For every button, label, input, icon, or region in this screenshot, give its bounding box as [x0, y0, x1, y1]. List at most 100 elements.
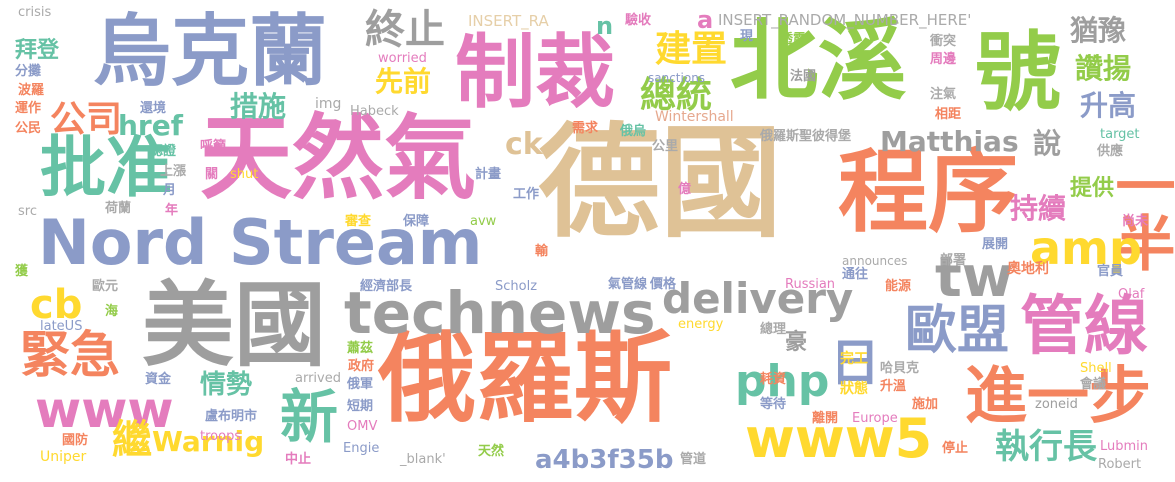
word: 總統 — [640, 75, 713, 116]
word: 公里 — [652, 139, 679, 154]
word: Lubmin — [1100, 439, 1149, 454]
word: 審查 — [345, 214, 372, 229]
word: 新 — [280, 383, 339, 451]
word: 升溫 — [880, 379, 907, 394]
word: 終止 — [365, 7, 445, 53]
word: troops — [200, 429, 242, 444]
word: 施加 — [912, 397, 939, 412]
word: 還境 — [140, 101, 167, 116]
word: Russian — [785, 277, 836, 292]
word: INSERT_RA — [468, 12, 549, 30]
word: 月 — [163, 183, 177, 198]
word: cb — [30, 282, 83, 328]
word: 升高 — [1080, 89, 1137, 122]
word: 進一步 — [965, 359, 1152, 432]
word: 衝突 — [930, 34, 957, 49]
word: 法國 — [790, 69, 817, 84]
word: Robert — [1098, 457, 1142, 472]
word: 保障 — [403, 214, 430, 229]
word: shut — [230, 167, 259, 182]
word: a4b3f35b — [535, 445, 674, 475]
word: 烏克蘭 — [93, 7, 328, 97]
word: www5 — [745, 407, 933, 470]
word: 部署 — [940, 253, 967, 268]
word: OMV — [347, 419, 378, 434]
word: 歐元 — [92, 279, 119, 294]
word: worried — [378, 51, 427, 66]
word: 奧地利 — [1007, 261, 1049, 277]
word: 需求 — [572, 121, 599, 136]
word: 俄羅斯 — [378, 322, 673, 436]
word: technews — [344, 279, 656, 347]
word: 國防 — [62, 433, 89, 448]
word: 會議 — [1080, 377, 1107, 392]
word: 分攤 — [15, 64, 42, 79]
word: 歐盟 — [905, 301, 1010, 361]
word: INSERT_RANDOM_NUMBER_HERE' — [718, 11, 972, 29]
word: 俄羅斯聖彼得堡 — [760, 129, 852, 144]
word: 建置 — [655, 29, 728, 70]
word: 政府 — [348, 359, 375, 374]
word: Engie — [343, 441, 380, 456]
word: a — [697, 6, 714, 34]
word: 盧布明市 — [205, 409, 258, 424]
word: 資金 — [145, 372, 172, 387]
word: zoneid — [1035, 397, 1078, 412]
word: Uniper — [40, 449, 87, 465]
word: 管道 — [680, 452, 707, 467]
word: 天然氣 — [200, 105, 477, 212]
word: src — [18, 204, 37, 219]
word: 北溪 — [730, 9, 907, 112]
word: 供應 — [1097, 144, 1124, 159]
word: 先前 — [375, 65, 432, 98]
word: 認證 — [150, 144, 177, 159]
word: 執行長 — [995, 427, 1097, 467]
word: arrived — [295, 371, 341, 386]
word: 豪 — [785, 330, 808, 355]
word: 計畫 — [475, 167, 502, 182]
word: 氣管線 — [608, 277, 648, 292]
word: 能源 — [885, 279, 912, 294]
word: 經濟部長 — [360, 279, 413, 294]
word: sanctions — [648, 71, 706, 85]
word: href — [118, 109, 183, 142]
word: 日 — [830, 334, 880, 392]
word: 輸 — [535, 244, 549, 259]
word: 拜登 — [15, 38, 60, 63]
word: 讚揚 — [1075, 52, 1132, 85]
word: Wintershall — [655, 109, 734, 125]
word: 現 — [740, 29, 754, 44]
word: 美國 — [142, 272, 327, 379]
word: 蕭茲 — [347, 341, 374, 356]
word: 透露 — [780, 32, 807, 47]
word: 繼 — [112, 417, 152, 463]
word: Matthias — [880, 125, 1019, 158]
word: 注氣 — [930, 87, 957, 102]
word: 猶豫 — [1070, 14, 1127, 47]
word: crisis — [18, 5, 52, 20]
word: 哈貝克 — [880, 361, 920, 376]
word: 獲 — [15, 264, 29, 279]
word: 通往 — [842, 267, 869, 282]
word: 說 — [1033, 127, 1062, 160]
word: 海 — [105, 304, 119, 319]
word: 展開 — [982, 237, 1009, 252]
word: 呼籲 — [200, 139, 227, 154]
word: 持續 — [1010, 192, 1067, 225]
word: ck — [505, 127, 543, 162]
word: 程序 — [838, 140, 1018, 245]
word: 俄烏 — [620, 124, 647, 139]
word: 荷蘭 — [105, 201, 132, 216]
word: 情勢 — [200, 370, 253, 400]
word: 天然 — [478, 444, 505, 459]
word: Europe — [852, 411, 898, 426]
word: 年 — [165, 203, 179, 218]
word: 措施 — [230, 90, 287, 123]
word: img — [315, 96, 342, 112]
word: 管線 — [1020, 290, 1148, 364]
word: avw — [470, 214, 497, 229]
word: 一半 — [1105, 155, 1175, 269]
word: 官員 — [1097, 264, 1124, 279]
word: www — [35, 381, 174, 439]
